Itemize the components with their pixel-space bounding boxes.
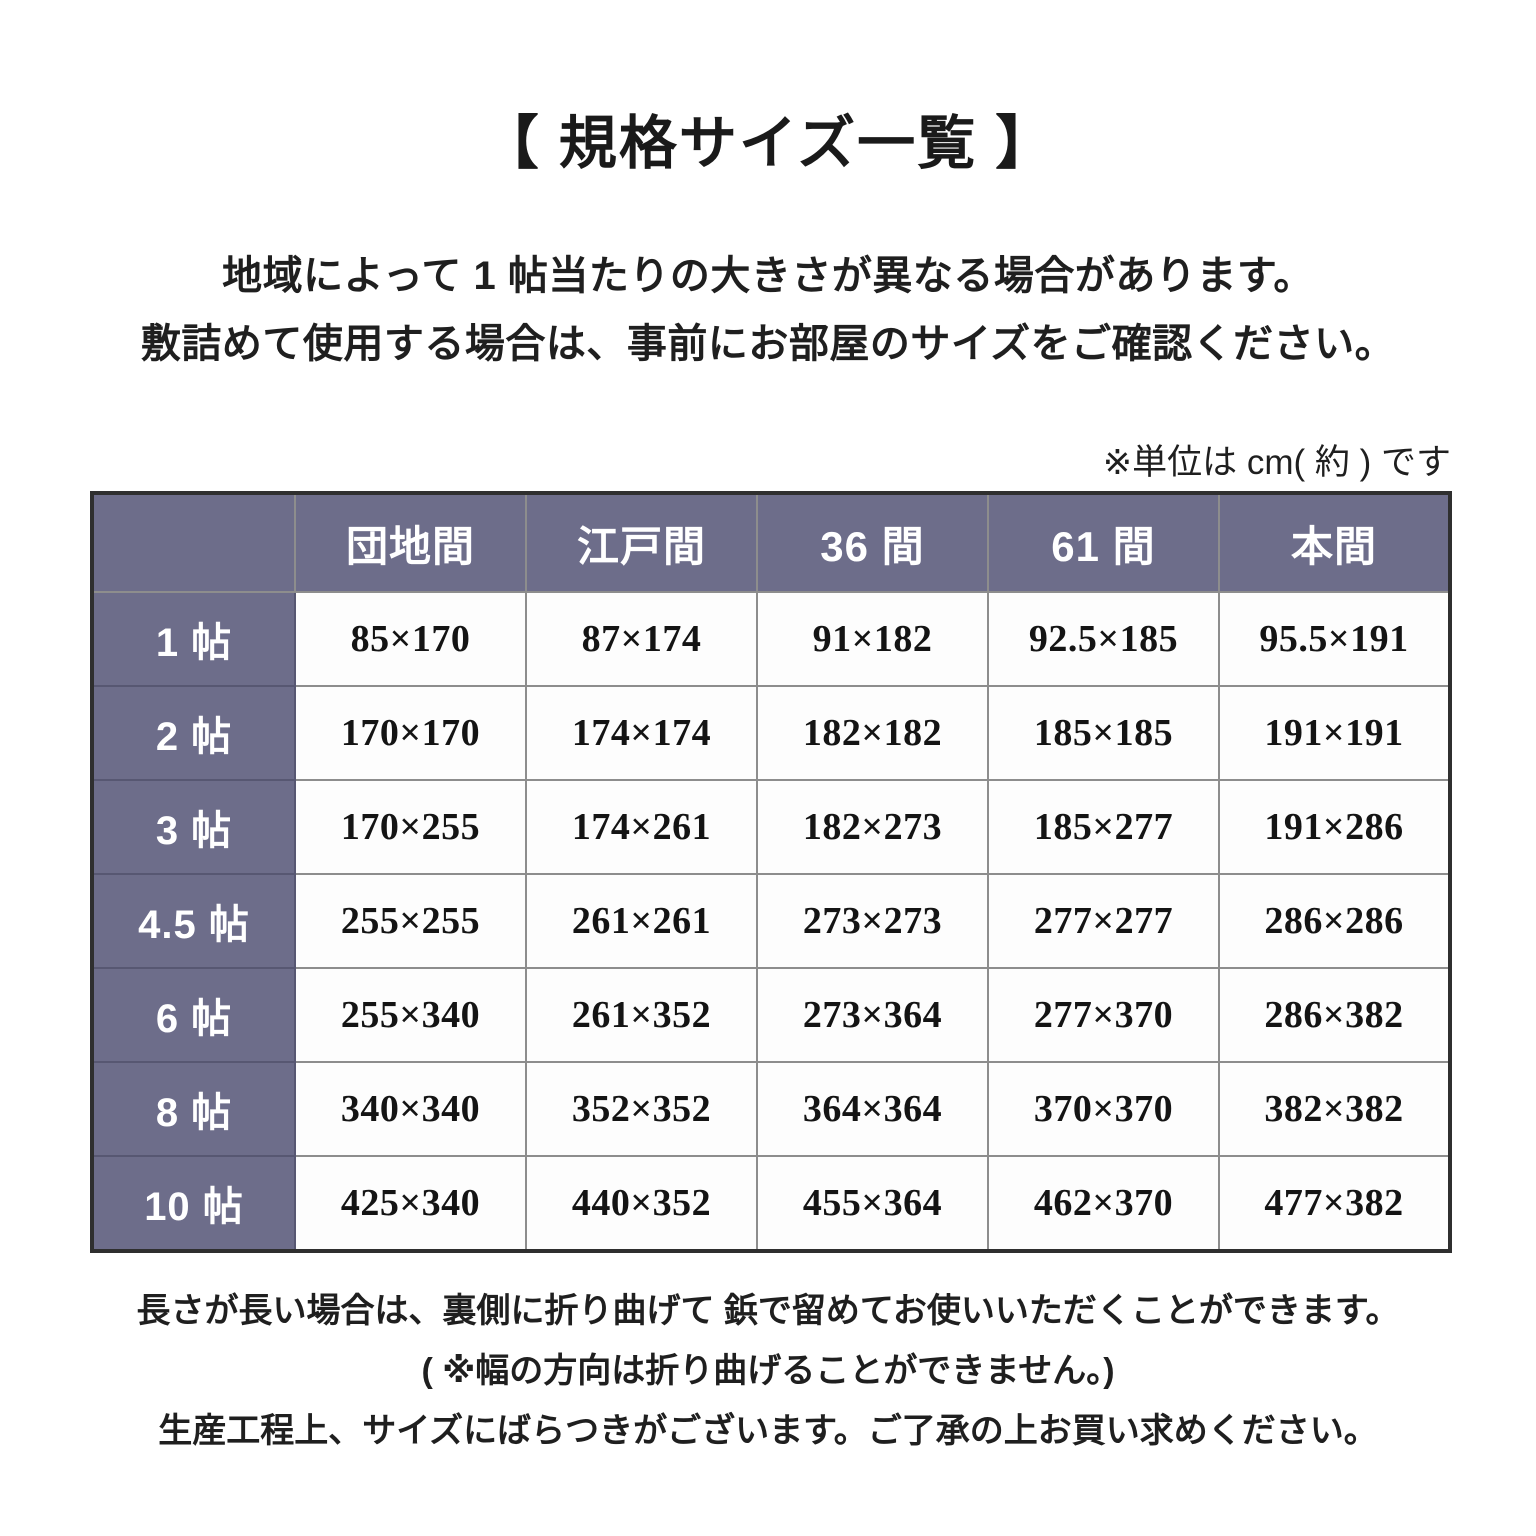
table-cell: 477×382	[1218, 1155, 1451, 1252]
row-label-6jo: 6 帖	[91, 967, 296, 1063]
table-corner-cell	[91, 492, 296, 593]
size-table: 団地間 江戸間 36 間 61 間 本間 1 帖 85×170 87×174 9…	[90, 491, 1452, 1253]
row-label-1jo: 1 帖	[91, 591, 296, 687]
table-cell: 364×364	[756, 1061, 989, 1157]
intro-line-2: 敷詰めて使用する場合は、事前にお部屋のサイズをご確認ください。	[140, 322, 1396, 366]
column-header-danchima: 団地間	[294, 492, 527, 593]
row-label-2jo: 2 帖	[91, 685, 296, 781]
table-cell: 340×340	[294, 1061, 527, 1157]
column-header-honma: 本間	[1218, 492, 1451, 593]
table-row: 3 帖 170×255 174×261 182×273 185×277 191×…	[91, 779, 1451, 875]
row-label-3jo: 3 帖	[91, 779, 296, 875]
table-row: 10 帖 425×340 440×352 455×364 462×370 477…	[91, 1155, 1451, 1252]
unit-note: ※単位は cm( 約 ) です	[1102, 443, 1451, 482]
table-cell: 370×370	[987, 1061, 1220, 1157]
table-cell: 87×174	[525, 591, 758, 687]
table-cell: 462×370	[987, 1155, 1220, 1252]
table-cell: 174×174	[525, 685, 758, 781]
table-body: 1 帖 85×170 87×174 91×182 92.5×185 95.5×1…	[91, 591, 1451, 1252]
table-header-row: 団地間 江戸間 36 間 61 間 本間	[91, 492, 1451, 593]
footer-note-2: ( ※幅の方向は折り曲げることができません。)	[421, 1352, 1115, 1390]
column-header-61ma: 61 間	[987, 492, 1220, 593]
table-cell: 425×340	[294, 1155, 527, 1252]
table-cell: 170×255	[294, 779, 527, 875]
table-cell: 277×277	[987, 873, 1220, 969]
table-cell: 455×364	[756, 1155, 989, 1252]
table-cell: 286×286	[1218, 873, 1451, 969]
page-title: 【 規格サイズ一覧 】	[480, 111, 1056, 176]
size-table-wrapper: 団地間 江戸間 36 間 61 間 本間 1 帖 85×170 87×174 9…	[90, 491, 1452, 1253]
table-row: 6 帖 255×340 261×352 273×364 277×370 286×…	[91, 967, 1451, 1063]
table-cell: 273×364	[756, 967, 989, 1063]
table-cell: 273×273	[756, 873, 989, 969]
footer-note-3: 生産工程上、サイズにばらつきがございます。ご了承の上お買い求めください。	[158, 1412, 1378, 1450]
table-cell: 440×352	[525, 1155, 758, 1252]
table-cell: 277×370	[987, 967, 1220, 1063]
column-header-36ma: 36 間	[756, 492, 989, 593]
table-cell: 185×277	[987, 779, 1220, 875]
table-cell: 182×273	[756, 779, 989, 875]
footer-notes: 長さが長い場合は、裏側に折り曲げて 鋲で留めてお使いいただくことができます。 (…	[0, 1294, 1536, 1448]
table-cell: 255×340	[294, 967, 527, 1063]
table-cell: 174×261	[525, 779, 758, 875]
table-cell: 170×170	[294, 685, 527, 781]
table-cell: 95.5×191	[1218, 591, 1451, 687]
table-cell: 185×185	[987, 685, 1220, 781]
table-row: 4.5 帖 255×255 261×261 273×273 277×277 28…	[91, 873, 1451, 969]
footer-note-1: 長さが長い場合は、裏側に折り曲げて 鋲で留めてお使いいただくことができます。	[136, 1292, 1400, 1330]
table-cell: 352×352	[525, 1061, 758, 1157]
table-cell: 191×191	[1218, 685, 1451, 781]
table-cell: 91×182	[756, 591, 989, 687]
table-cell: 261×352	[525, 967, 758, 1063]
table-cell: 191×286	[1218, 779, 1451, 875]
table-row: 2 帖 170×170 174×174 182×182 185×185 191×…	[91, 685, 1451, 781]
table-cell: 286×382	[1218, 967, 1451, 1063]
row-label-4-5jo: 4.5 帖	[91, 873, 296, 969]
table-head: 団地間 江戸間 36 間 61 間 本間	[91, 492, 1451, 593]
table-cell: 261×261	[525, 873, 758, 969]
table-cell: 92.5×185	[987, 591, 1220, 687]
intro-text-block: 地域によって 1 帖当たりの大きさが異なる場合があります。 敷詰めて使用する場合…	[0, 256, 1536, 364]
table-cell: 382×382	[1218, 1061, 1451, 1157]
row-label-8jo: 8 帖	[91, 1061, 296, 1157]
row-label-10jo: 10 帖	[91, 1155, 296, 1252]
table-row: 1 帖 85×170 87×174 91×182 92.5×185 95.5×1…	[91, 591, 1451, 687]
table-cell: 255×255	[294, 873, 527, 969]
table-cell: 85×170	[294, 591, 527, 687]
table-row: 8 帖 340×340 352×352 364×364 370×370 382×…	[91, 1061, 1451, 1157]
table-cell: 182×182	[756, 685, 989, 781]
column-header-edoma: 江戸間	[525, 492, 758, 593]
intro-line-1: 地域によって 1 帖当たりの大きさが異なる場合があります。	[222, 254, 1314, 298]
